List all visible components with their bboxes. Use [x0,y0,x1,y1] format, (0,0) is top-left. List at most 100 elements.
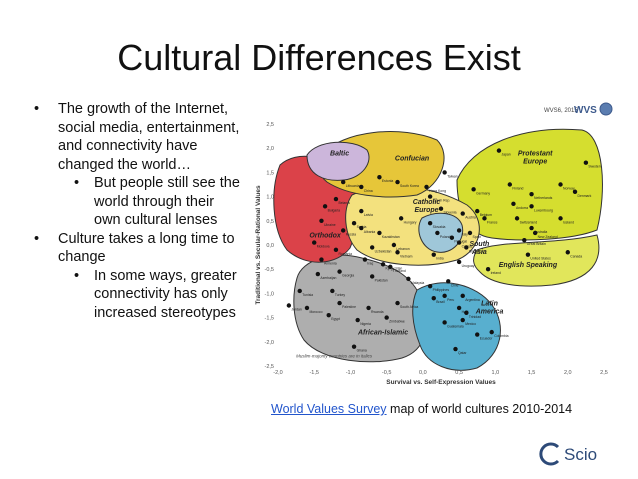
wvs-link[interactable]: World Values Survey [271,402,387,416]
region-label: Orthodox [309,233,342,240]
y-tick-label: 2,0 [266,146,274,152]
country-point [330,288,335,294]
country-point [333,247,339,253]
country-label: Palestine [342,305,356,309]
region-baltic [306,141,370,181]
country-label: New Zealand [538,235,558,239]
country-label: Thailand [393,269,406,273]
country-label: Estonia [382,179,393,183]
country-label: Japan [501,153,510,157]
country-point [431,252,436,257]
country-point [424,184,429,190]
country-label: Italy [462,232,469,236]
x-tick-label: 0,0 [419,370,427,376]
country-point [391,242,397,248]
country-label: Armenia [324,262,337,266]
country-point [395,300,400,306]
country-label: India [436,257,443,261]
country-point [359,184,364,190]
country-label: Denmark [578,194,592,198]
country-point [435,230,440,236]
country-label: Sweden [588,165,600,169]
country-label: Luxembourg [534,208,553,212]
country-point [514,216,520,221]
x-tick-label: -1,5 [309,370,318,376]
country-label: Philippines [433,288,450,292]
country-point [351,221,357,226]
country-point [398,216,404,221]
country-point [471,187,476,192]
globe-icon [599,102,613,116]
country-label: Andorra [516,206,528,210]
country-point [456,305,462,311]
country-label: Spain [472,235,481,239]
chart-axes: 2,52,01,51,00,50,0-0,5-1,0-1,5-2,0-2,5-2… [255,122,608,386]
country-point [322,204,328,209]
culture-map-chart: 2,52,01,51,00,50,0-0,5-1,0-1,5-2,0-2,5-2… [255,102,613,386]
country-point [467,230,473,236]
country-point [460,211,465,216]
country-label: Belarus [338,201,350,205]
bullet-item: Culture takes a long time to change [34,230,244,267]
country-point [482,216,487,221]
country-point [532,230,538,236]
country-label: Georgia [342,274,354,278]
country-point [395,179,400,185]
country-point [359,225,364,231]
country-point [529,191,534,197]
country-label: Malaysia [411,281,424,285]
country-label: Great Britain [527,242,546,246]
country-point [355,317,360,323]
country-label: Ecuador [480,337,493,341]
x-tick-label: -0,5 [382,370,391,376]
country-point [427,283,433,289]
country-point [475,208,480,214]
y-tick-label: 1,0 [266,195,274,201]
country-label: South Korea [400,184,419,188]
country-point [442,320,447,325]
country-point [496,148,502,153]
country-point [453,346,458,352]
y-tick-label: -1,5 [265,316,274,322]
region-label: Asia [471,249,487,256]
country-label: Egypt [331,317,340,321]
country-label: Guatemala [447,324,464,328]
country-point [366,305,371,311]
country-point [438,206,444,211]
country-label: Jordan [291,308,301,312]
region-labels: BalticConfucianProtestantEuropeCatholicE… [309,150,557,336]
country-point [522,237,527,243]
region-label: America [475,309,504,316]
country-label: Mexico [465,322,476,326]
country-label: Pakistan [375,278,388,282]
region-label: Protestant [518,150,553,157]
region-english-speaking [473,234,600,287]
region-label: Catholic [413,199,441,206]
country-label: Lithuania [346,184,360,188]
country-label: Australia [534,230,547,234]
bullet-list: The growth of the Internet, social media… [34,100,244,322]
scio-logo: Scio [539,442,597,466]
region-label: African-Islamic [357,330,408,337]
country-point [558,216,563,221]
scio-logo-text: Scio [564,445,597,464]
country-point [377,230,382,236]
country-label: Qatar [458,351,467,355]
country-point [464,310,469,315]
country-label: China [364,189,373,193]
country-label: Switzerland [520,220,538,224]
country-point [507,182,513,187]
country-label: Iraq [367,262,373,266]
country-point [464,245,469,250]
region-label: English Speaking [499,262,558,269]
country-point [583,160,589,165]
country-label: Poland [440,235,451,239]
country-point [351,344,357,349]
country-label: Singapore [469,249,485,253]
y-tick-label: 0,0 [266,243,274,249]
country-label: Ukraine [324,223,336,227]
country-point [456,259,462,265]
region-blobs [273,128,603,371]
country-point [369,274,375,279]
x-tick-label: 2,5 [600,370,608,376]
